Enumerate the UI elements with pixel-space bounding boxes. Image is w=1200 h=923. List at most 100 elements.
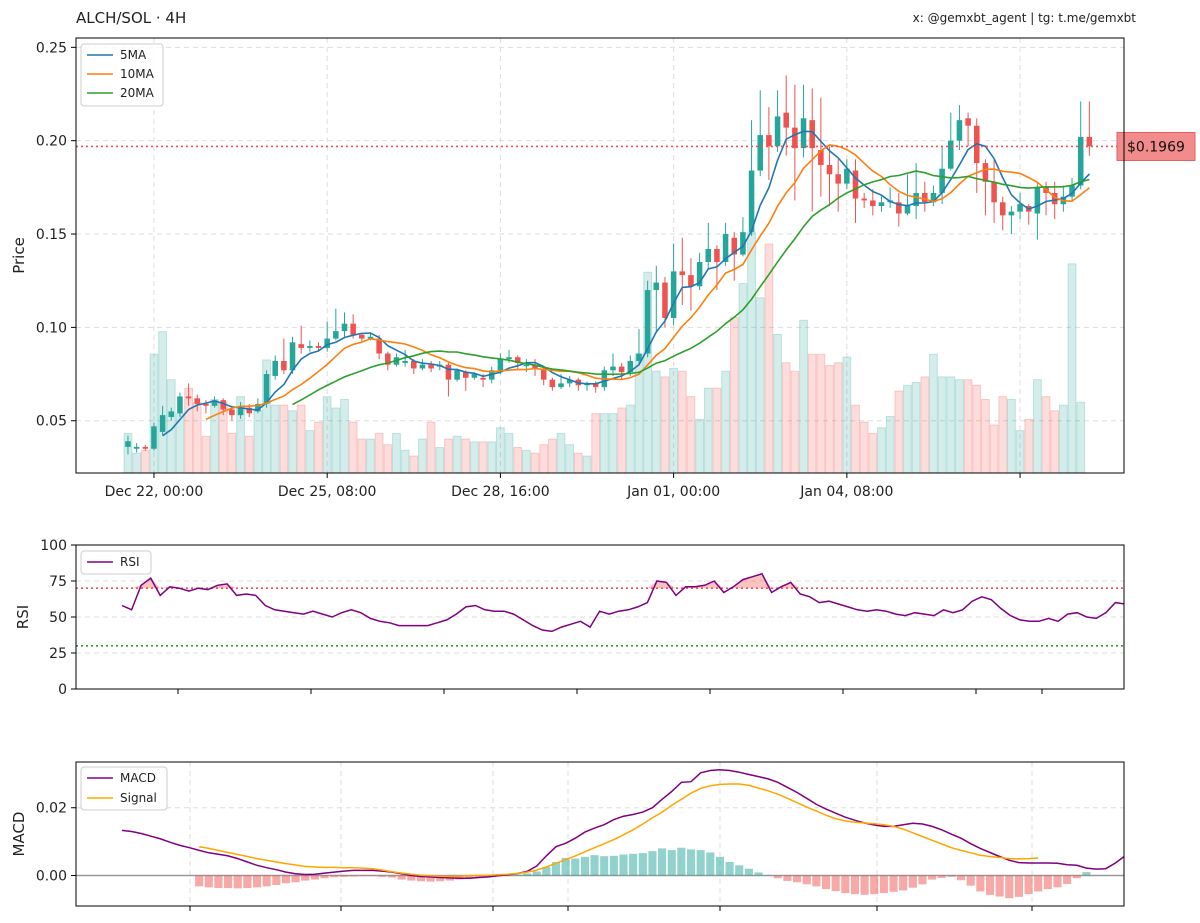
candle-body: [480, 377, 486, 380]
macd-histogram-bar: [696, 850, 705, 876]
macd-histogram-bar: [725, 861, 734, 876]
macd-histogram-bar: [397, 875, 406, 880]
candle-body: [454, 370, 460, 380]
rsi-plot-area: [76, 572, 1124, 654]
candle-body: [497, 359, 504, 371]
macd-histogram-bar: [715, 856, 724, 876]
candle-body: [514, 357, 521, 363]
rsi-ytick-label: 75: [49, 574, 67, 590]
candle-body: [255, 403, 261, 412]
candle-body: [592, 383, 599, 388]
rsi-ytick-label: 50: [49, 610, 67, 626]
macd-line: [121, 769, 1124, 879]
macd-histogram-bar: [870, 875, 879, 895]
macd-histogram-bar: [320, 875, 329, 879]
volume-bar: [400, 449, 410, 473]
volume-bar: [1041, 396, 1051, 473]
macd-histogram-bar: [1024, 875, 1033, 895]
volume-bar: [331, 407, 341, 473]
candle-body: [211, 400, 218, 406]
volume-bar: [677, 370, 687, 473]
candle-body: [367, 336, 374, 339]
macd-histogram-bar: [600, 856, 609, 876]
candle-body: [644, 290, 651, 354]
candle-body: [913, 192, 919, 207]
price-legend: 5MA 10MA 20MA: [80, 43, 164, 107]
volume-bar: [366, 438, 375, 473]
macd-histogram-bar: [310, 875, 319, 880]
volume-bar: [149, 353, 159, 473]
volume-bar: [955, 379, 964, 473]
macd-histogram-bar: [1005, 875, 1014, 899]
volume-bar: [288, 410, 297, 473]
volume-bar: [1015, 430, 1025, 473]
macd-histogram-bar: [821, 875, 831, 890]
price-xtick-label: Jan 01, 00:00: [626, 484, 720, 500]
macd-histogram-bar: [831, 875, 840, 892]
macd-ytick-label: 0.02: [36, 801, 67, 817]
macd-histogram-bar: [1014, 875, 1023, 897]
candle-body: [965, 118, 971, 126]
macd-histogram-bar: [735, 865, 744, 876]
candle-body: [333, 331, 339, 339]
macd-histogram-bar: [860, 875, 869, 895]
volume-bar: [556, 432, 566, 473]
rsi-legend: RSI: [80, 550, 152, 575]
volume-bar: [140, 449, 150, 473]
volume-bar: [851, 404, 860, 473]
volume-bar: [608, 413, 618, 473]
candle-body: [532, 364, 538, 369]
macd-histogram-bar: [349, 875, 358, 877]
volume-bar: [643, 271, 653, 473]
volume-bar: [1032, 379, 1042, 473]
volume-bar: [599, 413, 609, 473]
macd-histogram-bar: [619, 854, 628, 876]
volume-bar: [573, 452, 583, 473]
volume-bar: [937, 376, 947, 473]
macd-histogram-bar: [465, 875, 474, 879]
macd-histogram-bar: [281, 875, 291, 884]
volume-bar: [192, 401, 202, 473]
candle-body: [203, 403, 209, 406]
candle-body: [307, 346, 313, 348]
volume-bar: [660, 376, 670, 473]
macd-histogram-bar: [204, 875, 213, 888]
rsi-overbought-fill: [790, 582, 801, 589]
credit-text: x: @gemxbt_agent | tg: t.me/gemxbt: [912, 11, 1136, 25]
volume-bar: [868, 432, 878, 473]
volume-bar: [903, 384, 912, 473]
volume-bar: [781, 362, 791, 473]
candle-body: [896, 202, 902, 214]
candle-body: [376, 338, 382, 354]
volume-bar: [989, 424, 999, 473]
candle-body: [844, 168, 850, 184]
rsi-ytick-label: 0: [58, 682, 67, 698]
volume-bar: [504, 432, 514, 473]
rsi-overbought-fill: [676, 586, 686, 589]
price-ytick-label: 0.05: [36, 414, 67, 430]
price-xtick-label: Jan 04, 08:00: [799, 484, 893, 500]
candle-body: [385, 353, 391, 365]
volume-bar: [244, 435, 254, 473]
candle-body: [194, 398, 201, 404]
candle-body: [757, 135, 764, 171]
macd-histogram-bar: [754, 872, 763, 876]
candle-body: [419, 364, 426, 369]
candle-body: [826, 164, 833, 175]
volume-bar: [712, 387, 722, 473]
candle-body: [999, 202, 1006, 216]
candle-body: [289, 342, 296, 371]
macd-histogram-bar: [667, 850, 676, 876]
macd-histogram-bar: [436, 875, 445, 882]
volume-bar: [478, 441, 488, 473]
candle-body: [471, 374, 478, 378]
candle-body: [324, 338, 330, 348]
candle-body: [237, 407, 244, 416]
candle-body: [159, 415, 166, 432]
volume-bar: [591, 413, 601, 473]
macd-legend: MACD Signal: [80, 766, 168, 811]
volume-bar: [911, 382, 921, 473]
volume-bar: [764, 243, 774, 473]
macd-histogram-bar: [889, 875, 898, 892]
legend-label: RSI: [120, 555, 140, 569]
